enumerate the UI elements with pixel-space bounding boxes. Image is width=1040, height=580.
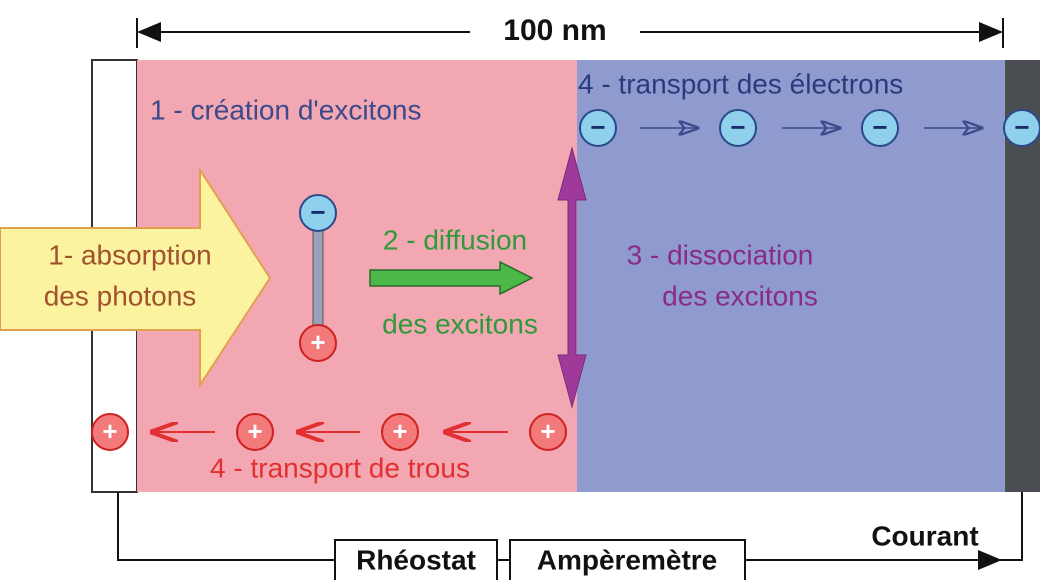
charges: − − − − + + + + − + [91,109,1040,451]
hole-circle [299,324,337,362]
current-label: Courant [871,520,978,551]
zone-label: 1 - création d'excitons [150,94,421,125]
diffusion-arrow [369,260,534,296]
absorption-label: des photons [44,280,197,311]
dimension-label: 100 nm [503,14,606,47]
electron-symbol: − [310,197,325,227]
electron-symbol: − [872,112,887,142]
exciton-bond [312,227,324,329]
wire [998,492,1023,561]
electron-circle [579,109,617,147]
rheostat-box [334,539,498,580]
electron-symbol: − [1014,112,1029,142]
electron-circle [1003,109,1040,147]
electron-circle [719,109,757,147]
rheostat-label: Rhéostat [356,544,476,575]
acceptor-layer [577,60,1005,492]
electron-symbol: − [590,112,605,142]
hole-symbol: + [102,416,117,446]
diffusion-label: des excitons [382,308,538,339]
hole-circle [529,413,567,451]
photon-arrow [0,166,272,389]
electron-circle [299,194,337,232]
hole-symbol: + [310,327,325,357]
zone-label: 4 - transport des électrons [578,68,903,99]
hole-circle [91,413,129,451]
absorption-label: 1- absorption [48,239,211,270]
hole-circle [381,413,419,451]
hole-symbol: + [540,416,555,446]
zone-label: 4 - transport de trous [210,452,470,483]
ammeter-box [509,539,746,580]
ammeter-label: Ampèremètre [537,544,718,575]
dissociation-label: 3 - dissociation [627,239,814,270]
wire [117,492,335,561]
hole-symbol: + [392,416,407,446]
electron-circle [861,109,899,147]
dissociation-arrow [557,146,587,409]
electron-symbol: − [730,112,745,142]
hole-circle [236,413,274,451]
hole-symbol: + [247,416,262,446]
diffusion-label: 2 - diffusion [383,224,527,255]
dissociation-label: des excitons [662,280,818,311]
